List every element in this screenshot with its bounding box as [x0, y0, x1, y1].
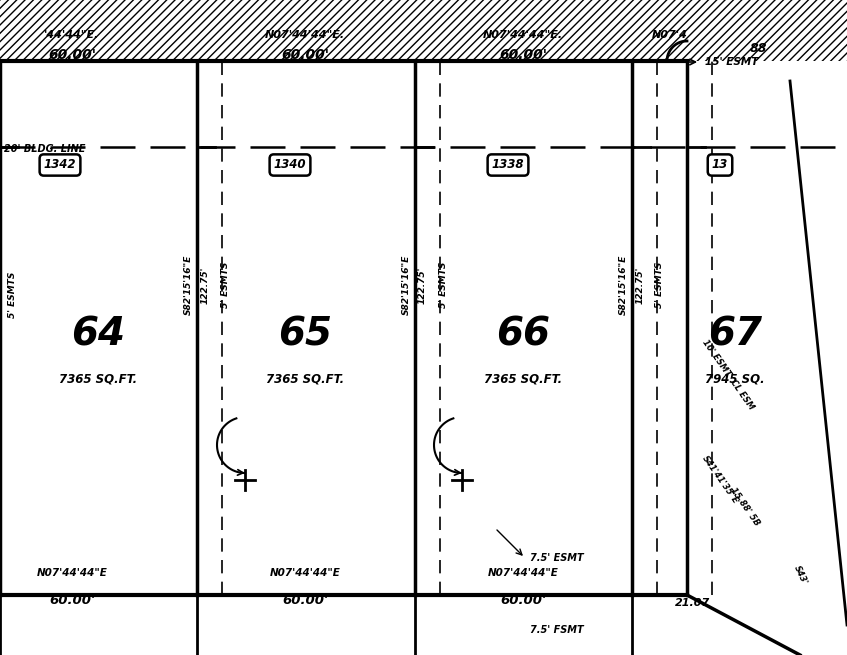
Text: 88: 88 [750, 41, 767, 54]
Text: 7.5' ESMT: 7.5' ESMT [530, 553, 584, 563]
Text: S82'15'16"E: S82'15'16"E [401, 255, 411, 315]
Text: 7945 SQ.: 7945 SQ. [706, 373, 765, 386]
Text: N07'4: N07'4 [652, 30, 688, 40]
Text: 60.00': 60.00' [49, 593, 95, 607]
Text: S82'15'16"E: S82'15'16"E [618, 255, 628, 315]
Text: N07'44'44"E: N07'44'44"E [488, 568, 558, 578]
Text: 1338: 1338 [492, 159, 524, 172]
Text: N07'44'44"E.: N07'44'44"E. [265, 30, 345, 40]
Text: 13: 13 [711, 159, 728, 172]
Text: S41'41'35"E: S41'41'35"E [700, 454, 740, 506]
Text: 60.00': 60.00' [281, 48, 329, 62]
Text: 7.5' FSMT: 7.5' FSMT [530, 625, 584, 635]
Text: 60.00': 60.00' [48, 48, 96, 62]
Text: N07'44'44"E.: N07'44'44"E. [483, 30, 563, 40]
Text: 60.00': 60.00' [500, 593, 546, 607]
Text: 5' ESMTS: 5' ESMTS [439, 262, 447, 309]
Text: S43': S43' [792, 564, 808, 586]
Text: 7365 SQ.FT.: 7365 SQ.FT. [59, 373, 137, 386]
Text: N07'44'44"E: N07'44'44"E [36, 568, 108, 578]
Text: 66: 66 [496, 316, 550, 354]
Text: 5' ESMTS: 5' ESMTS [656, 262, 665, 309]
Text: 122.75': 122.75' [635, 267, 645, 304]
Text: 15' ESMT: 15' ESMT [705, 57, 758, 67]
Text: 64: 64 [71, 316, 125, 354]
Text: S82'15'16"E: S82'15'16"E [184, 255, 192, 315]
Text: 21.07: 21.07 [675, 598, 711, 608]
Text: 67: 67 [708, 316, 762, 354]
Text: 10' ESMT  CL ESM: 10' ESMT CL ESM [700, 338, 756, 412]
Text: 1340: 1340 [274, 159, 307, 172]
Text: 5' ESMTS: 5' ESMTS [220, 262, 230, 309]
Text: 5' ESMTS: 5' ESMTS [8, 272, 17, 318]
Text: 7365 SQ.FT.: 7365 SQ.FT. [266, 373, 344, 386]
Text: 15.88' 5B: 15.88' 5B [728, 486, 761, 528]
Text: 7365 SQ.FT.: 7365 SQ.FT. [484, 373, 562, 386]
Text: '44'44"E.: '44'44"E. [44, 30, 100, 40]
Bar [0, 0, 847, 61]
Text: 122.75': 122.75' [201, 267, 209, 304]
Text: 122.75': 122.75' [418, 267, 427, 304]
Text: 60.00': 60.00' [282, 593, 328, 607]
Text: 60.00': 60.00' [499, 48, 547, 62]
Text: 20' BLDG. LINE: 20' BLDG. LINE [4, 144, 86, 154]
Text: 65: 65 [278, 316, 332, 354]
Text: 1342: 1342 [44, 159, 76, 172]
Text: N07'44'44"E: N07'44'44"E [269, 568, 340, 578]
